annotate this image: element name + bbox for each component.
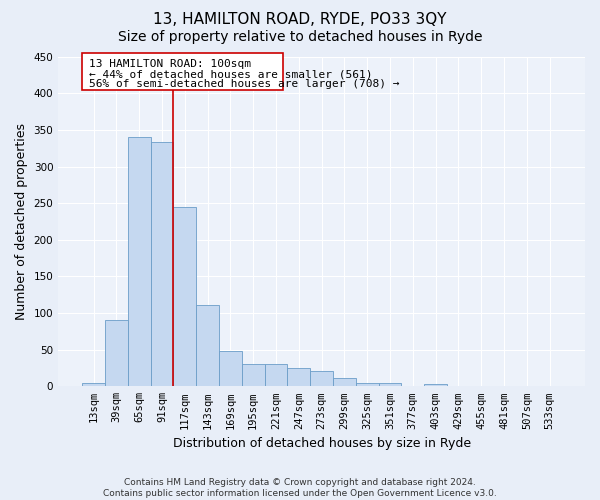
Bar bbox=[356, 384, 379, 386]
Text: 56% of semi-detached houses are larger (708) →: 56% of semi-detached houses are larger (… bbox=[89, 80, 400, 90]
Bar bbox=[196, 305, 219, 386]
Text: ← 44% of detached houses are smaller (561): ← 44% of detached houses are smaller (56… bbox=[89, 69, 373, 79]
X-axis label: Distribution of detached houses by size in Ryde: Distribution of detached houses by size … bbox=[173, 437, 470, 450]
Text: 13, HAMILTON ROAD, RYDE, PO33 3QY: 13, HAMILTON ROAD, RYDE, PO33 3QY bbox=[153, 12, 447, 28]
Bar bbox=[424, 384, 447, 386]
Bar bbox=[287, 368, 310, 386]
Y-axis label: Number of detached properties: Number of detached properties bbox=[15, 123, 28, 320]
Bar bbox=[173, 207, 196, 386]
Bar bbox=[310, 371, 333, 386]
Bar bbox=[265, 364, 287, 386]
Bar bbox=[219, 351, 242, 386]
Text: 13 HAMILTON ROAD: 100sqm: 13 HAMILTON ROAD: 100sqm bbox=[89, 59, 251, 69]
Text: Contains HM Land Registry data © Crown copyright and database right 2024.
Contai: Contains HM Land Registry data © Crown c… bbox=[103, 478, 497, 498]
Bar bbox=[128, 138, 151, 386]
Bar bbox=[82, 382, 105, 386]
Bar bbox=[151, 142, 173, 386]
Bar bbox=[333, 378, 356, 386]
Bar bbox=[379, 384, 401, 386]
Bar bbox=[105, 320, 128, 386]
FancyBboxPatch shape bbox=[82, 53, 283, 90]
Text: Size of property relative to detached houses in Ryde: Size of property relative to detached ho… bbox=[118, 30, 482, 44]
Bar bbox=[242, 364, 265, 386]
